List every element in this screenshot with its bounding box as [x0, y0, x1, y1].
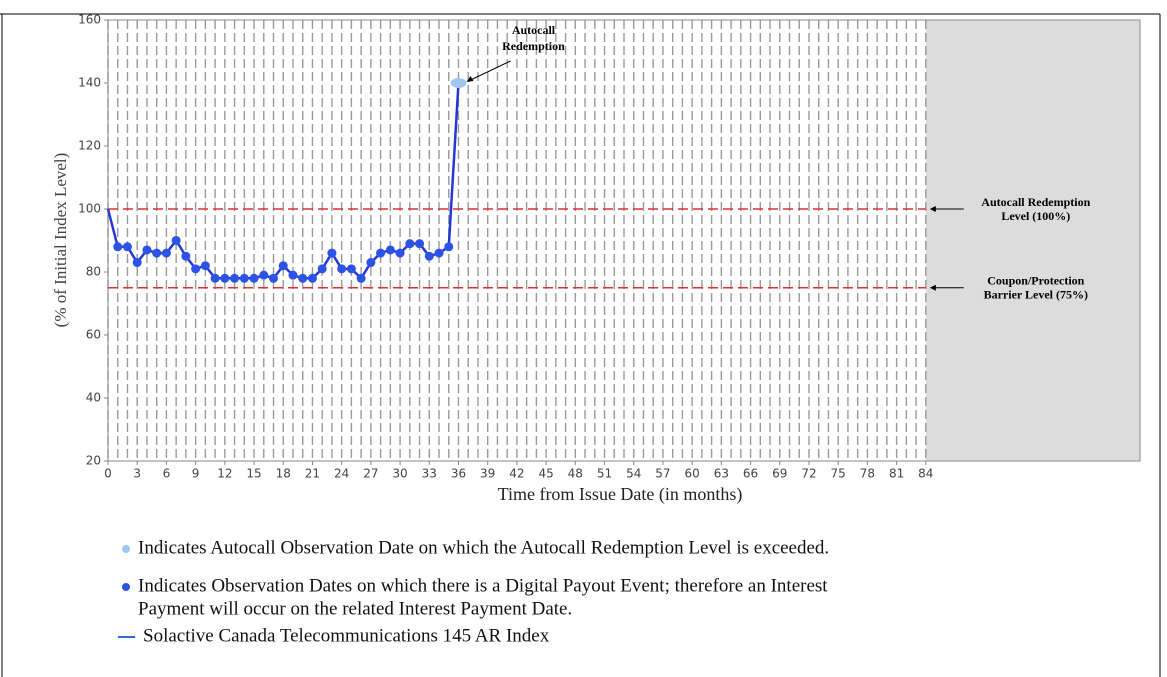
annotation-text: Autocall: [512, 23, 556, 37]
x-tick-label: 63: [714, 467, 729, 481]
point: [113, 242, 123, 252]
point: [385, 245, 395, 255]
x-tick-label: 18: [276, 467, 291, 481]
point: [298, 273, 308, 283]
x-tick-label: 54: [626, 467, 641, 481]
point: [249, 273, 259, 283]
point: [434, 248, 444, 258]
point: [366, 258, 376, 268]
point: [142, 245, 152, 255]
x-axis-title: Time from Issue Date (in months): [498, 484, 743, 505]
shaded-region: [925, 20, 1140, 461]
point: [288, 270, 298, 280]
y-tick-label: 120: [78, 139, 101, 153]
point: [181, 251, 191, 261]
x-tick-label: 78: [860, 467, 875, 481]
x-tick-label: 0: [104, 467, 112, 481]
y-tick-label: 20: [86, 454, 101, 468]
x-tick-label: 60: [685, 467, 700, 481]
x-tick-label: 15: [246, 467, 261, 481]
point: [317, 264, 327, 274]
point: [444, 242, 454, 252]
y-tick-label: 100: [78, 202, 101, 216]
point: [161, 248, 171, 258]
x-tick-label: 69: [772, 467, 787, 481]
point: [132, 258, 142, 268]
y-tick-label: 40: [86, 391, 101, 405]
x-tick-label: 21: [305, 467, 320, 481]
annotation-arrow: [468, 60, 511, 82]
x-tick-label: 24: [334, 467, 349, 481]
legend-text: Solactive Canada Telecommunications 145 …: [143, 625, 550, 646]
point: [278, 261, 288, 271]
x-tick-label: 42: [509, 467, 524, 481]
point: [405, 239, 415, 249]
point: [415, 239, 425, 249]
arrow-head: [466, 76, 474, 82]
level-label: Autocall Redemption: [981, 195, 1090, 209]
legend-marker: [122, 583, 130, 591]
x-tick-label: 75: [831, 467, 846, 481]
point: [424, 251, 434, 261]
point: [122, 242, 132, 252]
legend-text: Indicates Autocall Observation Date on w…: [138, 537, 829, 558]
point: [376, 248, 386, 258]
x-tick-label: 33: [422, 467, 437, 481]
x-tick-label: 84: [918, 467, 933, 481]
x-tick-label: 3: [133, 467, 141, 481]
y-tick-label: 80: [86, 265, 101, 279]
x-tick-label: 81: [889, 467, 904, 481]
point: [327, 248, 337, 258]
point: [200, 261, 210, 271]
y-tick-label: 140: [78, 76, 101, 90]
x-tick-label: 66: [743, 467, 758, 481]
x-tick-label: 57: [655, 467, 670, 481]
x-tick-label: 27: [363, 467, 378, 481]
point: [450, 78, 467, 88]
arrow-head: [929, 206, 936, 212]
y-axis-title: (% of Initial Index Level): [51, 153, 70, 328]
point: [259, 270, 269, 280]
arrow-head: [929, 284, 936, 291]
point: [210, 273, 220, 283]
point: [395, 248, 405, 258]
annotation-text: Redemption: [502, 39, 565, 53]
point: [220, 273, 230, 283]
point: [230, 273, 240, 283]
level-label: Barrier Level (75%): [984, 288, 1088, 302]
point: [269, 273, 279, 283]
point: [307, 273, 317, 283]
x-tick-label: 12: [217, 467, 232, 481]
level-label: Level (100%): [1001, 209, 1070, 223]
x-tick-label: 39: [480, 467, 495, 481]
legend-text: Indicates Observation Dates on which the…: [138, 575, 828, 596]
level-label: Coupon/Protection: [987, 274, 1084, 288]
x-tick-label: 72: [801, 467, 816, 481]
legend-marker: [122, 545, 130, 553]
point: [346, 264, 356, 274]
plot-frame: [107, 19, 1141, 462]
x-tick-label: 48: [568, 467, 583, 481]
point: [152, 248, 162, 258]
x-tick-label: 30: [392, 467, 407, 481]
legend-text: Payment will occur on the related Intere…: [138, 598, 572, 619]
x-tick-label: 45: [538, 467, 553, 481]
point: [171, 236, 181, 245]
y-tick-label: 160: [78, 13, 101, 27]
point: [239, 273, 249, 283]
y-tick-label: 60: [86, 328, 101, 342]
point: [337, 264, 347, 274]
point: [356, 273, 366, 283]
x-tick-label: 6: [163, 467, 171, 481]
x-tick-label: 51: [597, 467, 612, 481]
x-tick-label: 36: [451, 467, 466, 481]
point: [191, 264, 201, 274]
x-tick-label: 9: [192, 467, 200, 481]
